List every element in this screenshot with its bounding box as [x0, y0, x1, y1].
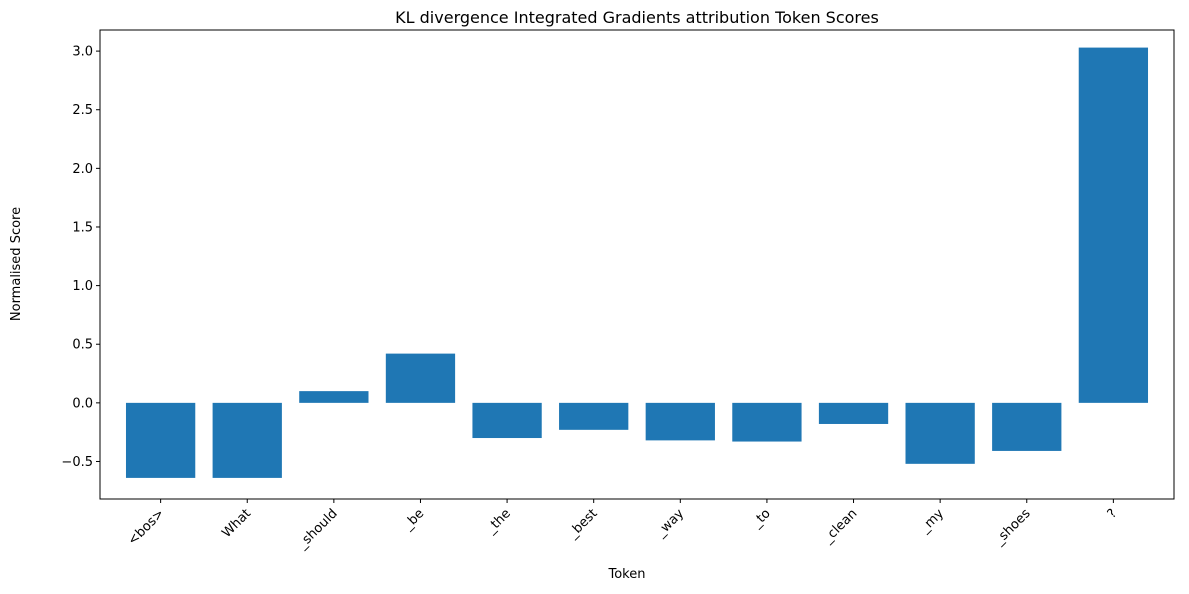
x-tick-label: _be [400, 506, 427, 533]
x-tick-label: _best [565, 506, 601, 542]
plot-frame [99, 29, 1175, 500]
y-axis-label: Normalised Score [9, 207, 24, 321]
x-tick-label: _the [483, 506, 514, 537]
x-axis-ticks: <bos> What _should _be _the _best _way _to _clea… [125, 499, 1120, 553]
x-tick-label: _to [749, 506, 774, 531]
y-tick-label: 2.0 [72, 162, 93, 177]
bar-5 [559, 402, 629, 430]
y-tick-label: 1.5 [72, 220, 93, 235]
bar-3 [385, 353, 456, 403]
bar-6 [645, 402, 715, 441]
bar-9 [905, 402, 975, 464]
bars-layer [125, 47, 1149, 478]
bar-0 [125, 402, 196, 478]
y-axis-ticks: −0.5 0.0 0.5 1.0 1.5 2.0 2.5 3.0 [61, 45, 100, 470]
y-tick-label: 0.0 [72, 396, 93, 411]
y-tick-label: 2.5 [72, 103, 93, 118]
bar-1 [212, 402, 282, 478]
x-tick-label: ? [1105, 506, 1120, 521]
bar-4 [472, 402, 542, 439]
bar-10 [992, 402, 1062, 451]
x-tick-label: _shoes [991, 506, 1034, 549]
chart-title: KL divergence Integrated Gradients attri… [395, 8, 879, 27]
x-tick-label: <bos> [125, 506, 167, 548]
bar-7 [732, 402, 802, 442]
bar-2 [299, 391, 369, 403]
y-tick-label: 3.0 [72, 45, 93, 60]
bar-8 [818, 402, 889, 424]
x-axis-label: Token [608, 567, 646, 582]
y-tick-label: −0.5 [61, 455, 93, 470]
y-tick-label: 1.0 [72, 279, 93, 294]
bar-11 [1078, 47, 1149, 403]
x-tick-label: _should [294, 506, 340, 552]
x-tick-label: _clean [820, 506, 861, 547]
x-tick-label: _way [653, 506, 688, 541]
y-tick-label: 0.5 [72, 338, 93, 353]
x-tick-label: _my [917, 506, 948, 537]
x-tick-label: What [219, 506, 254, 541]
